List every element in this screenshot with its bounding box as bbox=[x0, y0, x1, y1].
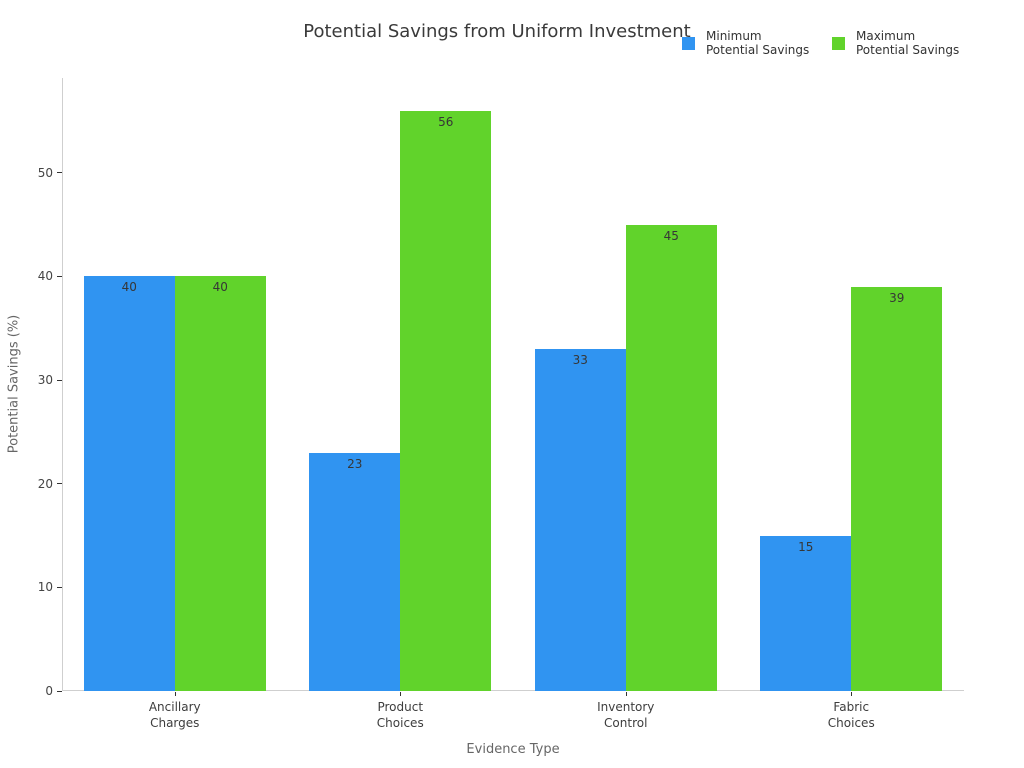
bar-minimum-product-choices bbox=[309, 452, 401, 691]
x-tick-mark bbox=[400, 692, 402, 696]
bar-minimum-ancillary-charges bbox=[83, 276, 175, 691]
bar-maximum-ancillary-charges bbox=[174, 276, 266, 691]
x-tick-mark bbox=[174, 692, 176, 696]
x-tick-label-product-choices: Product Choices bbox=[376, 700, 424, 730]
legend-label-maximum-line1: Maximum bbox=[856, 29, 916, 43]
bar-value-label: 39 bbox=[889, 290, 905, 305]
legend-label-minimum-line1: Minimum bbox=[706, 29, 762, 43]
plot-area bbox=[62, 78, 964, 691]
legend-item-minimum: Minimum Potential Savings bbox=[682, 29, 810, 57]
bar-maximum-inventory-control bbox=[625, 224, 717, 691]
legend-swatch-maximum-icon bbox=[832, 37, 845, 50]
y-tick-label: 20 bbox=[37, 476, 53, 491]
legend-label-maximum-line2: Potential Savings bbox=[856, 42, 960, 57]
bar-minimum-fabric-choices bbox=[760, 535, 852, 691]
bar-value-label: 56 bbox=[438, 114, 454, 129]
legend-label-maximum: Maximum Potential Savings bbox=[856, 29, 960, 57]
chart-title: Potential Savings from Uniform Investmen… bbox=[303, 21, 691, 42]
y-tick-label: 0 bbox=[45, 684, 53, 698]
bar-value-label: 15 bbox=[798, 539, 814, 554]
x-tick-mark bbox=[625, 692, 627, 696]
legend-swatch-minimum-icon bbox=[682, 37, 695, 50]
y-tick-mark bbox=[57, 586, 62, 588]
x-tick-label-fabric-choices: Fabric Choices bbox=[827, 700, 875, 730]
y-tick-label: 10 bbox=[37, 580, 53, 595]
bar-value-label: 33 bbox=[572, 352, 588, 367]
bar-maximum-product-choices bbox=[400, 110, 492, 691]
y-tick-label: 50 bbox=[37, 165, 53, 180]
y-tick-label: 40 bbox=[37, 269, 53, 284]
legend-label-minimum-line2: Potential Savings bbox=[706, 42, 810, 57]
bar-minimum-inventory-control bbox=[534, 348, 626, 691]
x-axis-title: Evidence Type bbox=[466, 742, 560, 757]
x-tick-label-ancillary-charges: Ancillary Charges bbox=[148, 700, 201, 730]
bar-value-label: 40 bbox=[121, 280, 137, 295]
bar-value-label: 23 bbox=[347, 456, 363, 471]
legend-label-minimum: Minimum Potential Savings bbox=[706, 29, 810, 57]
y-tick-mark bbox=[57, 275, 62, 277]
bar-value-label: 40 bbox=[212, 280, 228, 295]
x-tick-label-inventory-control: Inventory Control bbox=[597, 700, 655, 730]
y-tick-mark bbox=[57, 379, 62, 381]
x-tick-mark bbox=[851, 692, 853, 696]
y-tick-mark bbox=[57, 690, 62, 692]
bar-value-label: 45 bbox=[663, 228, 679, 243]
y-tick-mark bbox=[57, 172, 62, 174]
bar-maximum-fabric-choices bbox=[851, 286, 943, 691]
y-tick-mark bbox=[57, 483, 62, 485]
legend-item-maximum: Maximum Potential Savings bbox=[832, 29, 960, 57]
y-tick-label: 30 bbox=[37, 373, 53, 388]
